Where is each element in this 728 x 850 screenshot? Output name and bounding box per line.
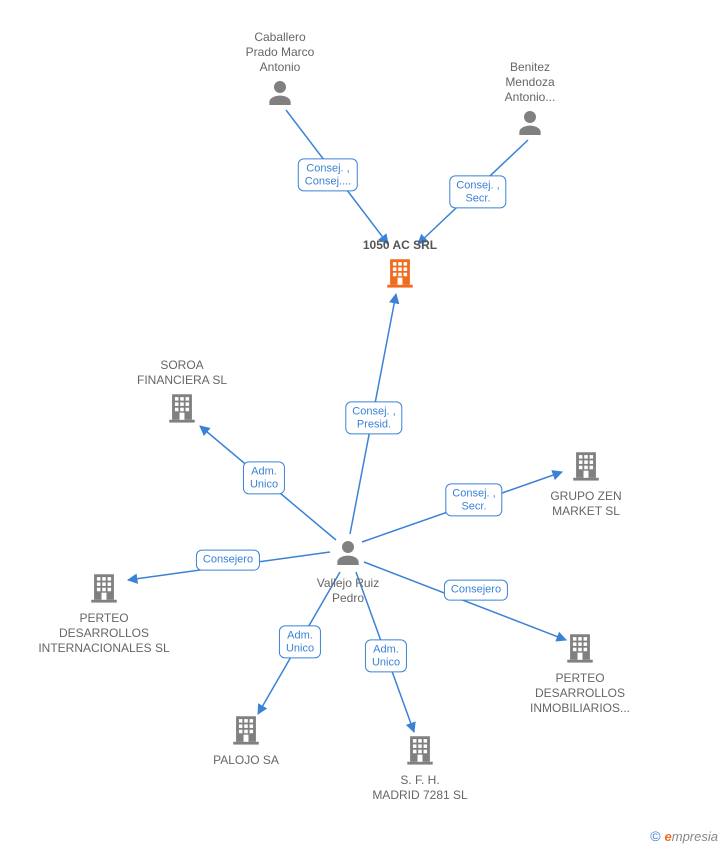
edge-label: Consejero xyxy=(444,580,508,601)
building-icon xyxy=(563,630,597,664)
node-label: 1050 AC SRL xyxy=(330,238,470,253)
node-label: PERTEO DESARROLLOS INMOBILIARIOS... xyxy=(510,671,650,716)
node-sfh: S. F. H. MADRID 7281 SL xyxy=(350,732,490,803)
node-label: S. F. H. MADRID 7281 SL xyxy=(350,773,490,803)
person-icon xyxy=(514,107,546,139)
node-label: Benitez Mendoza Antonio... xyxy=(460,60,600,105)
node-palojo: PALOJO SA xyxy=(176,712,316,768)
node-caballero: Caballero Prado Marco Antonio xyxy=(210,30,350,114)
building-icon xyxy=(229,712,263,746)
edge-label: Consej. , Secr. xyxy=(449,175,506,208)
building-icon xyxy=(383,255,417,289)
node-perteo_inm: PERTEO DESARROLLOS INMOBILIARIOS... xyxy=(510,630,650,716)
edge-label: Consej. , Secr. xyxy=(445,483,502,516)
person-icon xyxy=(332,537,364,569)
building-icon xyxy=(87,570,121,604)
edge-label: Consej. , Consej.... xyxy=(298,158,358,191)
node-perteo_int: PERTEO DESARROLLOS INTERNACIONALES SL xyxy=(34,570,174,656)
node-label: Caballero Prado Marco Antonio xyxy=(210,30,350,75)
node-label: PERTEO DESARROLLOS INTERNACIONALES SL xyxy=(34,611,174,656)
node-zen: GRUPO ZEN MARKET SL xyxy=(516,448,656,519)
node-label: GRUPO ZEN MARKET SL xyxy=(516,489,656,519)
node-label: Vallejo Ruiz Pedro xyxy=(278,576,418,606)
node-vallejo: Vallejo Ruiz Pedro xyxy=(278,537,418,606)
edge-label: Adm. Unico xyxy=(243,461,285,494)
building-icon xyxy=(403,732,437,766)
person-icon xyxy=(264,77,296,109)
edge-label: Consej. , Presid. xyxy=(345,401,402,434)
brand-name: empresia xyxy=(665,829,718,844)
building-icon xyxy=(569,448,603,482)
attribution: © empresia xyxy=(650,828,718,844)
node-label: SOROA FINANCIERA SL xyxy=(112,358,252,388)
node-label: PALOJO SA xyxy=(176,753,316,768)
building-icon xyxy=(165,390,199,424)
node-soroa: SOROA FINANCIERA SL xyxy=(112,358,252,429)
copyright-symbol: © xyxy=(650,828,660,844)
edge-label: Consejero xyxy=(196,550,260,571)
node-benitez: Benitez Mendoza Antonio... xyxy=(460,60,600,144)
edge-label: Adm. Unico xyxy=(365,639,407,672)
node-ac_srl: 1050 AC SRL xyxy=(330,238,470,294)
edge-label: Adm. Unico xyxy=(279,625,321,658)
